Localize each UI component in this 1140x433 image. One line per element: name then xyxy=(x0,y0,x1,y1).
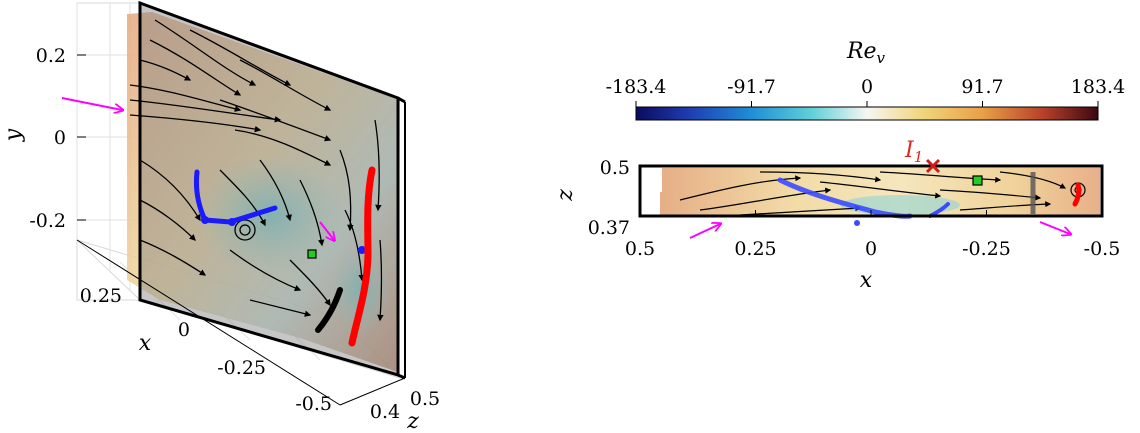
i1-marker xyxy=(925,158,941,174)
3d-outflow-arrow xyxy=(319,221,334,240)
colorbar-tick-label: -91.7 xyxy=(727,76,776,98)
3d-xtick-0: 0.25 xyxy=(80,285,122,307)
3d-xtick-1: 0 xyxy=(178,319,190,341)
top-ytick-0: 0.5 xyxy=(600,157,630,179)
3d-y-label: y xyxy=(1,128,26,142)
colorbar: Rev -183.4 -91.7 0 91.7 183.4 xyxy=(606,39,1125,121)
top-xtick-label: -0.5 xyxy=(1084,238,1121,260)
3d-ztick-0: 0.4 xyxy=(370,401,400,423)
top-y-label: z xyxy=(553,189,578,202)
top-red-curve xyxy=(1072,182,1082,207)
3d-black-curve xyxy=(315,287,343,333)
3d-cyan-region-2 xyxy=(330,245,390,335)
3d-ytick-1: 0 xyxy=(54,127,66,149)
colorbar-tick-label: 91.7 xyxy=(961,76,1003,98)
3d-z-label: z xyxy=(406,409,419,433)
3d-xtick-2: -0.25 xyxy=(217,357,266,379)
3d-wall xyxy=(140,3,398,375)
3d-xtick-3: -0.5 xyxy=(295,393,332,415)
top-x-ticks: 0.5 0.25 0 -0.25 -0.5 xyxy=(625,210,1120,260)
3d-red-curve xyxy=(348,166,376,347)
panel-3d: 0.2 0 -0.2 y 0.25 0 -0.25 -0.5 x 0.4 0.5… xyxy=(1,0,440,433)
top-inflow-arrow xyxy=(689,224,720,239)
top-xtick-label: 0 xyxy=(865,238,877,260)
3d-green-marker xyxy=(307,249,317,259)
top-ytick-1: 0.37 xyxy=(588,217,630,239)
3d-x-label: x xyxy=(139,331,152,356)
colorbar-ticks: -183.4 -91.7 0 91.7 183.4 xyxy=(606,76,1125,107)
colorbar-tick-label: 183.4 xyxy=(1071,76,1125,98)
colorbar-label: Rev xyxy=(846,39,886,67)
colorbar-bar xyxy=(635,106,1099,121)
3d-inflow-arrow xyxy=(61,97,122,110)
3d-ytick-0: 0.2 xyxy=(36,45,66,67)
top-x-label: x xyxy=(860,268,873,293)
i1-label: I1 xyxy=(904,138,923,166)
3d-ztick-1: 0.5 xyxy=(410,388,440,410)
top-outflow-arrow xyxy=(1039,221,1070,234)
3d-y-ticks xyxy=(77,54,86,221)
3d-cyan-region xyxy=(195,155,345,275)
top-xtick-label: -0.25 xyxy=(962,238,1011,260)
top-streamlines xyxy=(679,171,1086,216)
top-xtick-label: 0.25 xyxy=(734,238,776,260)
top-xtick-label: 0.5 xyxy=(625,238,655,260)
3d-streamlines xyxy=(129,19,384,322)
top-green-marker xyxy=(972,175,983,186)
panel-top: I1 0.5 0.25 0 -0.25 -0.5 x 0.5 0.37 z xyxy=(553,138,1120,293)
colorbar-tick-label: 0 xyxy=(861,76,873,98)
colorbar-tick-label: -183.4 xyxy=(606,76,667,98)
3d-ytick-2: -0.2 xyxy=(29,210,66,232)
